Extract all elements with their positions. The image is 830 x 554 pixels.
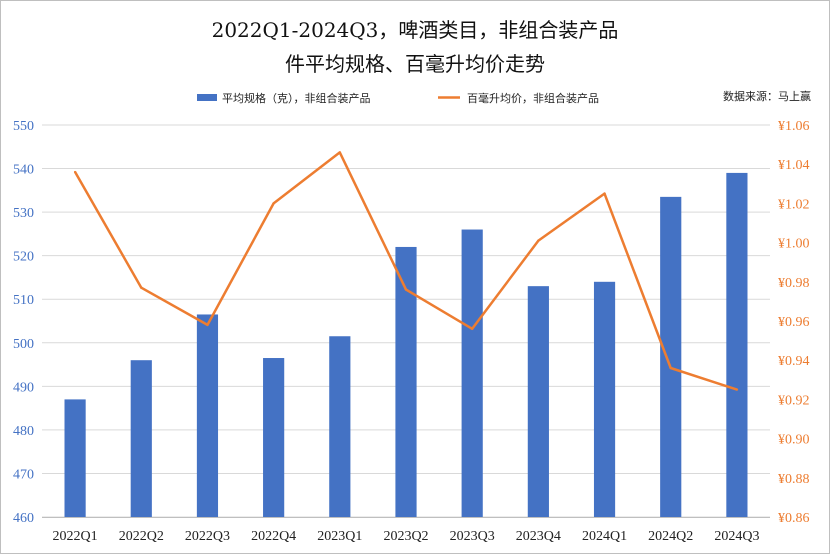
- y-right-tick-label: ¥0.96: [778, 315, 810, 330]
- price-point-2024Q1: [603, 192, 606, 195]
- x-tick-label: 2022Q4: [251, 529, 296, 544]
- price-point-2023Q4: [537, 239, 540, 242]
- bar-2022Q3: [196, 314, 219, 517]
- legend: 平均规格（克），非组合装产品 百毫升均价，非组合装产品: [197, 91, 599, 105]
- bar-2023Q3: [461, 229, 483, 518]
- legend-line-label: 百毫升均价，非组合装产品: [467, 91, 599, 105]
- price-point-2023Q2: [404, 288, 408, 291]
- x-tick-label: 2022Q3: [185, 529, 230, 544]
- legend-bar-swatch: [197, 94, 217, 101]
- bar-2023Q4: [527, 286, 549, 517]
- price-point-2022Q4: [272, 202, 275, 205]
- y-right-tick-label: ¥0.88: [778, 472, 810, 487]
- bar-2022Q2: [130, 360, 152, 517]
- price-point-2022Q1: [73, 170, 77, 174]
- y-right-tick-label: ¥0.86: [778, 511, 810, 526]
- line-series: [73, 151, 739, 391]
- price-point-2023Q1: [338, 151, 342, 154]
- bar-2022Q1: [64, 399, 86, 517]
- y-left-tick-label: 540: [13, 163, 34, 178]
- price-point-2024Q3: [735, 388, 739, 391]
- chart-title-line2: 件平均规格、百毫升均价走势: [285, 52, 545, 76]
- x-tick-label: 2023Q4: [516, 529, 561, 544]
- y-right-tick-label: ¥1.00: [778, 237, 810, 252]
- data-source-note: 数据来源：马上赢: [723, 89, 811, 103]
- x-tick-label: 2024Q2: [648, 529, 693, 544]
- right-y-axis: ¥0.86 ¥0.88 ¥0.90 ¥0.92 ¥0.94 ¥0.96 ¥0.98 ¥1.00…: [778, 119, 810, 526]
- price-point-2023Q3: [470, 327, 474, 331]
- bar-2023Q2: [395, 246, 417, 517]
- left-y-axis: 460 470 480 490 500 510 520 530 540 550: [13, 119, 34, 526]
- y-right-tick-label: ¥1.02: [778, 197, 810, 212]
- y-left-tick-label: 500: [13, 337, 34, 352]
- y-right-tick-label: ¥1.04: [778, 158, 810, 173]
- y-left-tick-label: 490: [13, 380, 34, 395]
- y-left-tick-label: 530: [13, 206, 34, 221]
- x-tick-label: 2023Q2: [383, 529, 428, 544]
- x-axis: 2022Q1 2022Q2 2022Q3 2022Q4 2023Q1 2023Q2 2023…: [42, 517, 770, 544]
- x-tick-label: 2022Q1: [53, 529, 98, 544]
- y-left-tick-label: 470: [13, 467, 34, 482]
- x-tick-label: 2024Q3: [714, 529, 759, 544]
- bar-2023Q1: [329, 336, 351, 517]
- y-right-tick-label: ¥0.98: [778, 276, 810, 291]
- bar-2024Q3: [726, 172, 748, 517]
- y-right-tick-label: ¥0.94: [778, 354, 810, 369]
- x-tick-label: 2023Q1: [317, 529, 362, 544]
- y-left-tick-label: 480: [13, 424, 34, 439]
- bar-2024Q2: [660, 196, 682, 517]
- bar-2022Q4: [263, 358, 285, 517]
- y-left-tick-label: 460: [13, 511, 34, 526]
- price-point-2022Q2: [140, 286, 143, 289]
- y-left-tick-label: 520: [13, 250, 34, 265]
- y-right-tick-label: ¥0.92: [778, 393, 810, 408]
- x-tick-label: 2023Q3: [450, 529, 495, 544]
- price-point-2024Q2: [669, 366, 672, 370]
- y-right-tick-label: ¥0.90: [778, 433, 810, 448]
- chart-title-line1: 2022Q1-2024Q3，啤酒类目，非组合装产品: [212, 18, 619, 42]
- y-left-tick-label: 550: [13, 119, 34, 134]
- price-point-2022Q3: [206, 323, 209, 327]
- y-right-tick-label: ¥1.06: [778, 119, 810, 134]
- y-left-tick-label: 510: [13, 293, 34, 308]
- legend-bar-label: 平均规格（克），非组合装产品: [222, 91, 371, 105]
- bar-2024Q1: [593, 281, 616, 517]
- bar-series: [64, 172, 748, 518]
- x-tick-label: 2024Q1: [582, 529, 627, 544]
- x-tick-label: 2022Q2: [119, 529, 164, 544]
